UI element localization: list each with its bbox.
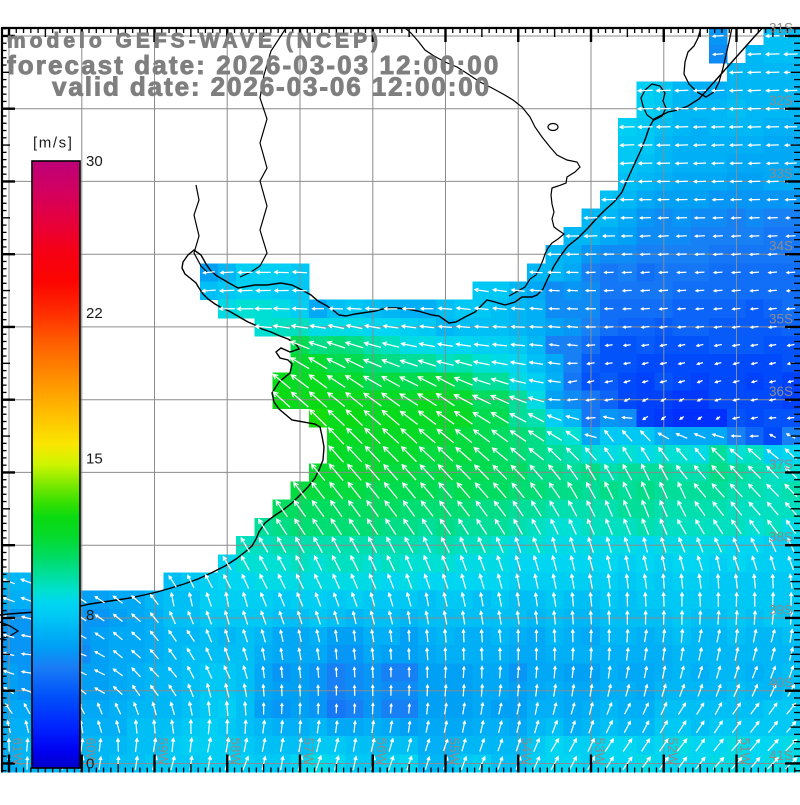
- svg-text:0: 0: [86, 756, 94, 773]
- svg-text:55W: 55W: [447, 738, 462, 766]
- svg-text:35S: 35S: [769, 311, 793, 326]
- svg-text:33S: 33S: [769, 166, 793, 181]
- svg-text:52W: 52W: [665, 738, 680, 766]
- svg-text:22: 22: [86, 305, 103, 322]
- svg-text:15: 15: [86, 451, 103, 468]
- svg-text:53W: 53W: [592, 738, 607, 766]
- svg-text:34S: 34S: [769, 239, 793, 254]
- svg-text:31S: 31S: [769, 21, 793, 36]
- svg-text:38S: 38S: [769, 530, 793, 545]
- svg-text:54W: 54W: [519, 738, 534, 766]
- svg-text:59W: 59W: [156, 738, 171, 766]
- svg-text:40S: 40S: [769, 675, 793, 690]
- svg-text:39S: 39S: [769, 603, 793, 618]
- svg-text:56W: 56W: [374, 738, 389, 766]
- svg-text:61W: 61W: [10, 738, 25, 766]
- svg-text:[m/s]: [m/s]: [33, 135, 74, 152]
- svg-text:32S: 32S: [769, 93, 793, 108]
- svg-text:8: 8: [86, 607, 94, 624]
- svg-text:41S: 41S: [769, 748, 793, 763]
- svg-text:51W: 51W: [738, 738, 753, 766]
- svg-text:valid date: 2026-03-06 12:00:0: valid date: 2026-03-06 12:00:00: [52, 72, 491, 102]
- svg-text:57W: 57W: [301, 738, 316, 766]
- svg-text:58W: 58W: [228, 738, 243, 766]
- svg-text:36S: 36S: [769, 384, 793, 399]
- svg-text:30: 30: [86, 153, 103, 170]
- svg-text:37S: 37S: [769, 457, 793, 472]
